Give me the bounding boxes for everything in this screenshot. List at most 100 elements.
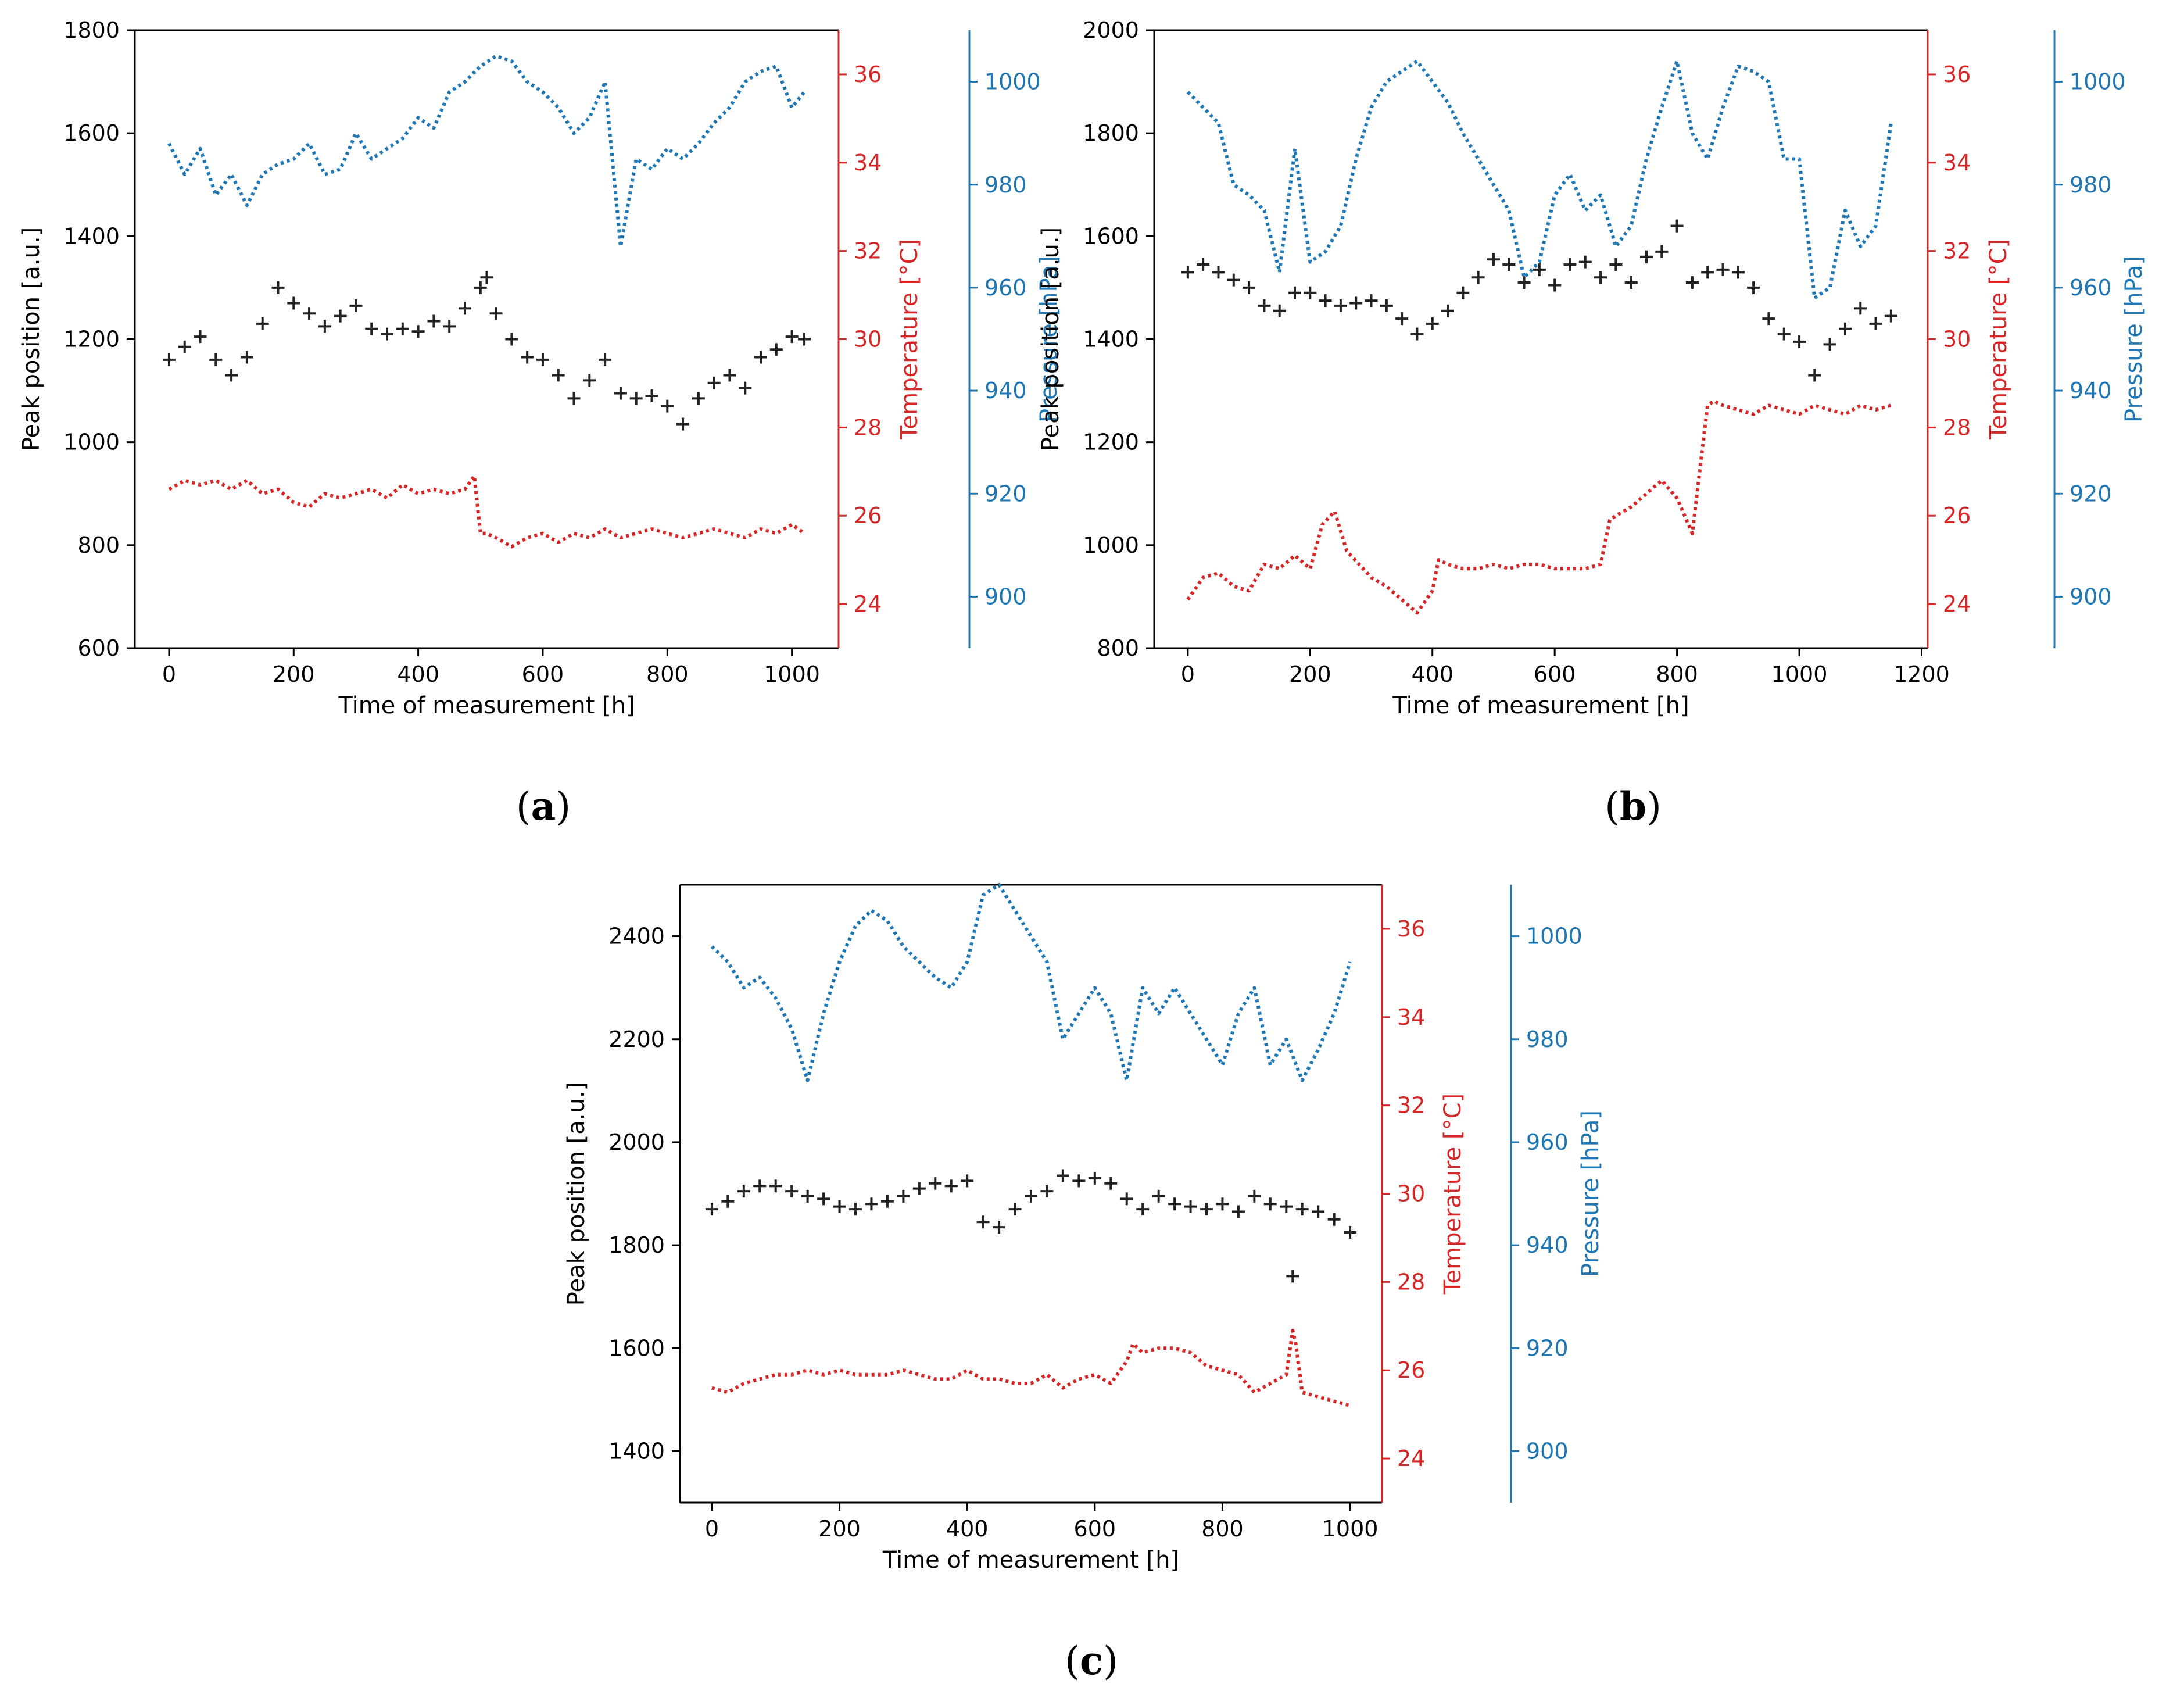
peak-position-point	[1227, 273, 1240, 287]
temperature-axis-label: Temperature [°C]	[1440, 1093, 1466, 1295]
pressure-tick-label: 900	[984, 584, 1027, 609]
x-tick-label: 0	[1181, 662, 1195, 687]
peak-position-point	[1056, 1169, 1069, 1182]
peak-position-point	[1395, 312, 1409, 326]
pressure-series-line	[167, 54, 806, 248]
peak-position-point	[723, 369, 736, 382]
pressure-axis-label: Pressure [hPa]	[1036, 256, 1062, 423]
peak-position-point	[349, 299, 363, 312]
pressure-tick-label: 920	[1526, 1335, 1569, 1361]
peak-position-point	[458, 302, 471, 315]
peak-position-point	[1685, 276, 1699, 289]
temperature-tick-label: 36	[1397, 916, 1425, 942]
peak-position-point	[817, 1192, 830, 1206]
temperature-tick-label: 32	[854, 238, 882, 264]
y-tick-label: 2400	[608, 924, 665, 949]
x-tick-label: 400	[397, 662, 439, 687]
x-tick-label: 1000	[1771, 662, 1828, 687]
pressure-tick-label: 1000	[2070, 69, 2126, 95]
pressure-tick-label: 920	[2070, 481, 2112, 506]
x-tick-label: 200	[273, 662, 315, 687]
peak-position-point	[705, 1203, 718, 1216]
temperature-tick-label: 34	[854, 150, 882, 176]
peak-position-point	[1548, 278, 1562, 292]
x-axis-label: Time of measurement [h]	[1392, 692, 1689, 719]
peak-position-point	[692, 392, 705, 405]
temperature-tick-label: 26	[1397, 1357, 1425, 1383]
peak-position-point	[1410, 327, 1424, 341]
peak-position-point	[521, 351, 534, 364]
peak-position-point	[1517, 276, 1531, 289]
pressure-series-line	[1186, 59, 1893, 300]
peak-position-point	[256, 317, 269, 330]
peak-position-point	[552, 369, 565, 382]
peak-position-point	[1487, 253, 1500, 266]
x-axis-label: Time of measurement [h]	[338, 692, 635, 719]
temperature-series-line	[711, 1328, 1351, 1407]
peak-position-point	[1808, 369, 1821, 382]
x-tick-label: 800	[1201, 1516, 1244, 1542]
peak-position-series	[705, 1169, 1357, 1283]
temperature-tick-label: 30	[1397, 1181, 1425, 1207]
peak-position-point	[833, 1200, 846, 1213]
peak-position-point	[629, 392, 643, 405]
peak-position-point	[1655, 245, 1669, 258]
temperature-tick-label: 30	[1943, 327, 1971, 352]
peak-position-point	[271, 281, 285, 294]
peak-position-point	[993, 1221, 1006, 1234]
y-tick-label: 1400	[608, 1438, 665, 1464]
pressure-tick-label: 960	[984, 275, 1027, 301]
y-tick-label: 1200	[63, 327, 120, 352]
peak-position-point	[1327, 1213, 1341, 1226]
peak-position-point	[976, 1215, 990, 1229]
peak-position-point	[1231, 1205, 1245, 1218]
peak-position-point	[1273, 304, 1286, 317]
temperature-series-line	[1186, 399, 1892, 615]
peak-position-point	[1072, 1174, 1086, 1188]
peak-position-point	[599, 353, 612, 366]
peak-position-point	[1152, 1189, 1165, 1203]
peak-position-point	[1471, 271, 1485, 284]
peak-position-point	[1104, 1177, 1118, 1190]
caption-letter: b	[1620, 784, 1646, 829]
peak-position-point	[1243, 281, 1256, 294]
y-tick-label: 1000	[1083, 532, 1139, 558]
peak-position-point	[1838, 322, 1852, 335]
peak-position-point	[754, 351, 768, 364]
y-tick-label: 800	[1097, 635, 1139, 661]
peak-position-point	[1304, 286, 1317, 299]
peak-position-series	[1181, 219, 1897, 382]
temperature-tick-label: 26	[854, 503, 882, 528]
temperature-axis-label: Temperature [°C]	[896, 239, 923, 440]
pressure-tick-label: 900	[2070, 584, 2112, 609]
peak-position-point	[1640, 250, 1653, 263]
peak-position-point	[944, 1179, 958, 1193]
x-tick-label: 800	[646, 662, 689, 687]
peak-position-point	[474, 281, 487, 294]
pressure-tick-label: 960	[1526, 1129, 1569, 1155]
peak-position-point	[1349, 296, 1363, 310]
temperature-tick-label: 26	[1943, 503, 1971, 528]
peak-position-point	[1426, 317, 1439, 330]
peak-position-point	[880, 1195, 894, 1208]
peak-position-point	[1380, 299, 1393, 312]
peak-position-point	[849, 1203, 862, 1216]
peak-position-point	[785, 1185, 799, 1198]
peak-position-point	[536, 353, 549, 366]
panel-caption: (b)	[1605, 784, 1662, 829]
peak-position-point	[1716, 263, 1730, 276]
peak-position-point	[961, 1174, 974, 1188]
peak-position-point	[1263, 1197, 1277, 1211]
x-tick-label: 200	[818, 1516, 861, 1542]
peak-position-point	[1319, 294, 1332, 308]
peak-position-point	[1008, 1203, 1022, 1216]
peak-position-point	[1216, 1197, 1229, 1211]
peak-position-point	[1365, 294, 1378, 308]
peak-position-point	[1212, 266, 1225, 279]
x-tick-label: 800	[1656, 662, 1698, 687]
peak-position-point	[769, 343, 783, 356]
x-tick-label: 1000	[764, 662, 820, 687]
peak-position-point	[1502, 258, 1516, 271]
peak-position-point	[798, 333, 811, 346]
